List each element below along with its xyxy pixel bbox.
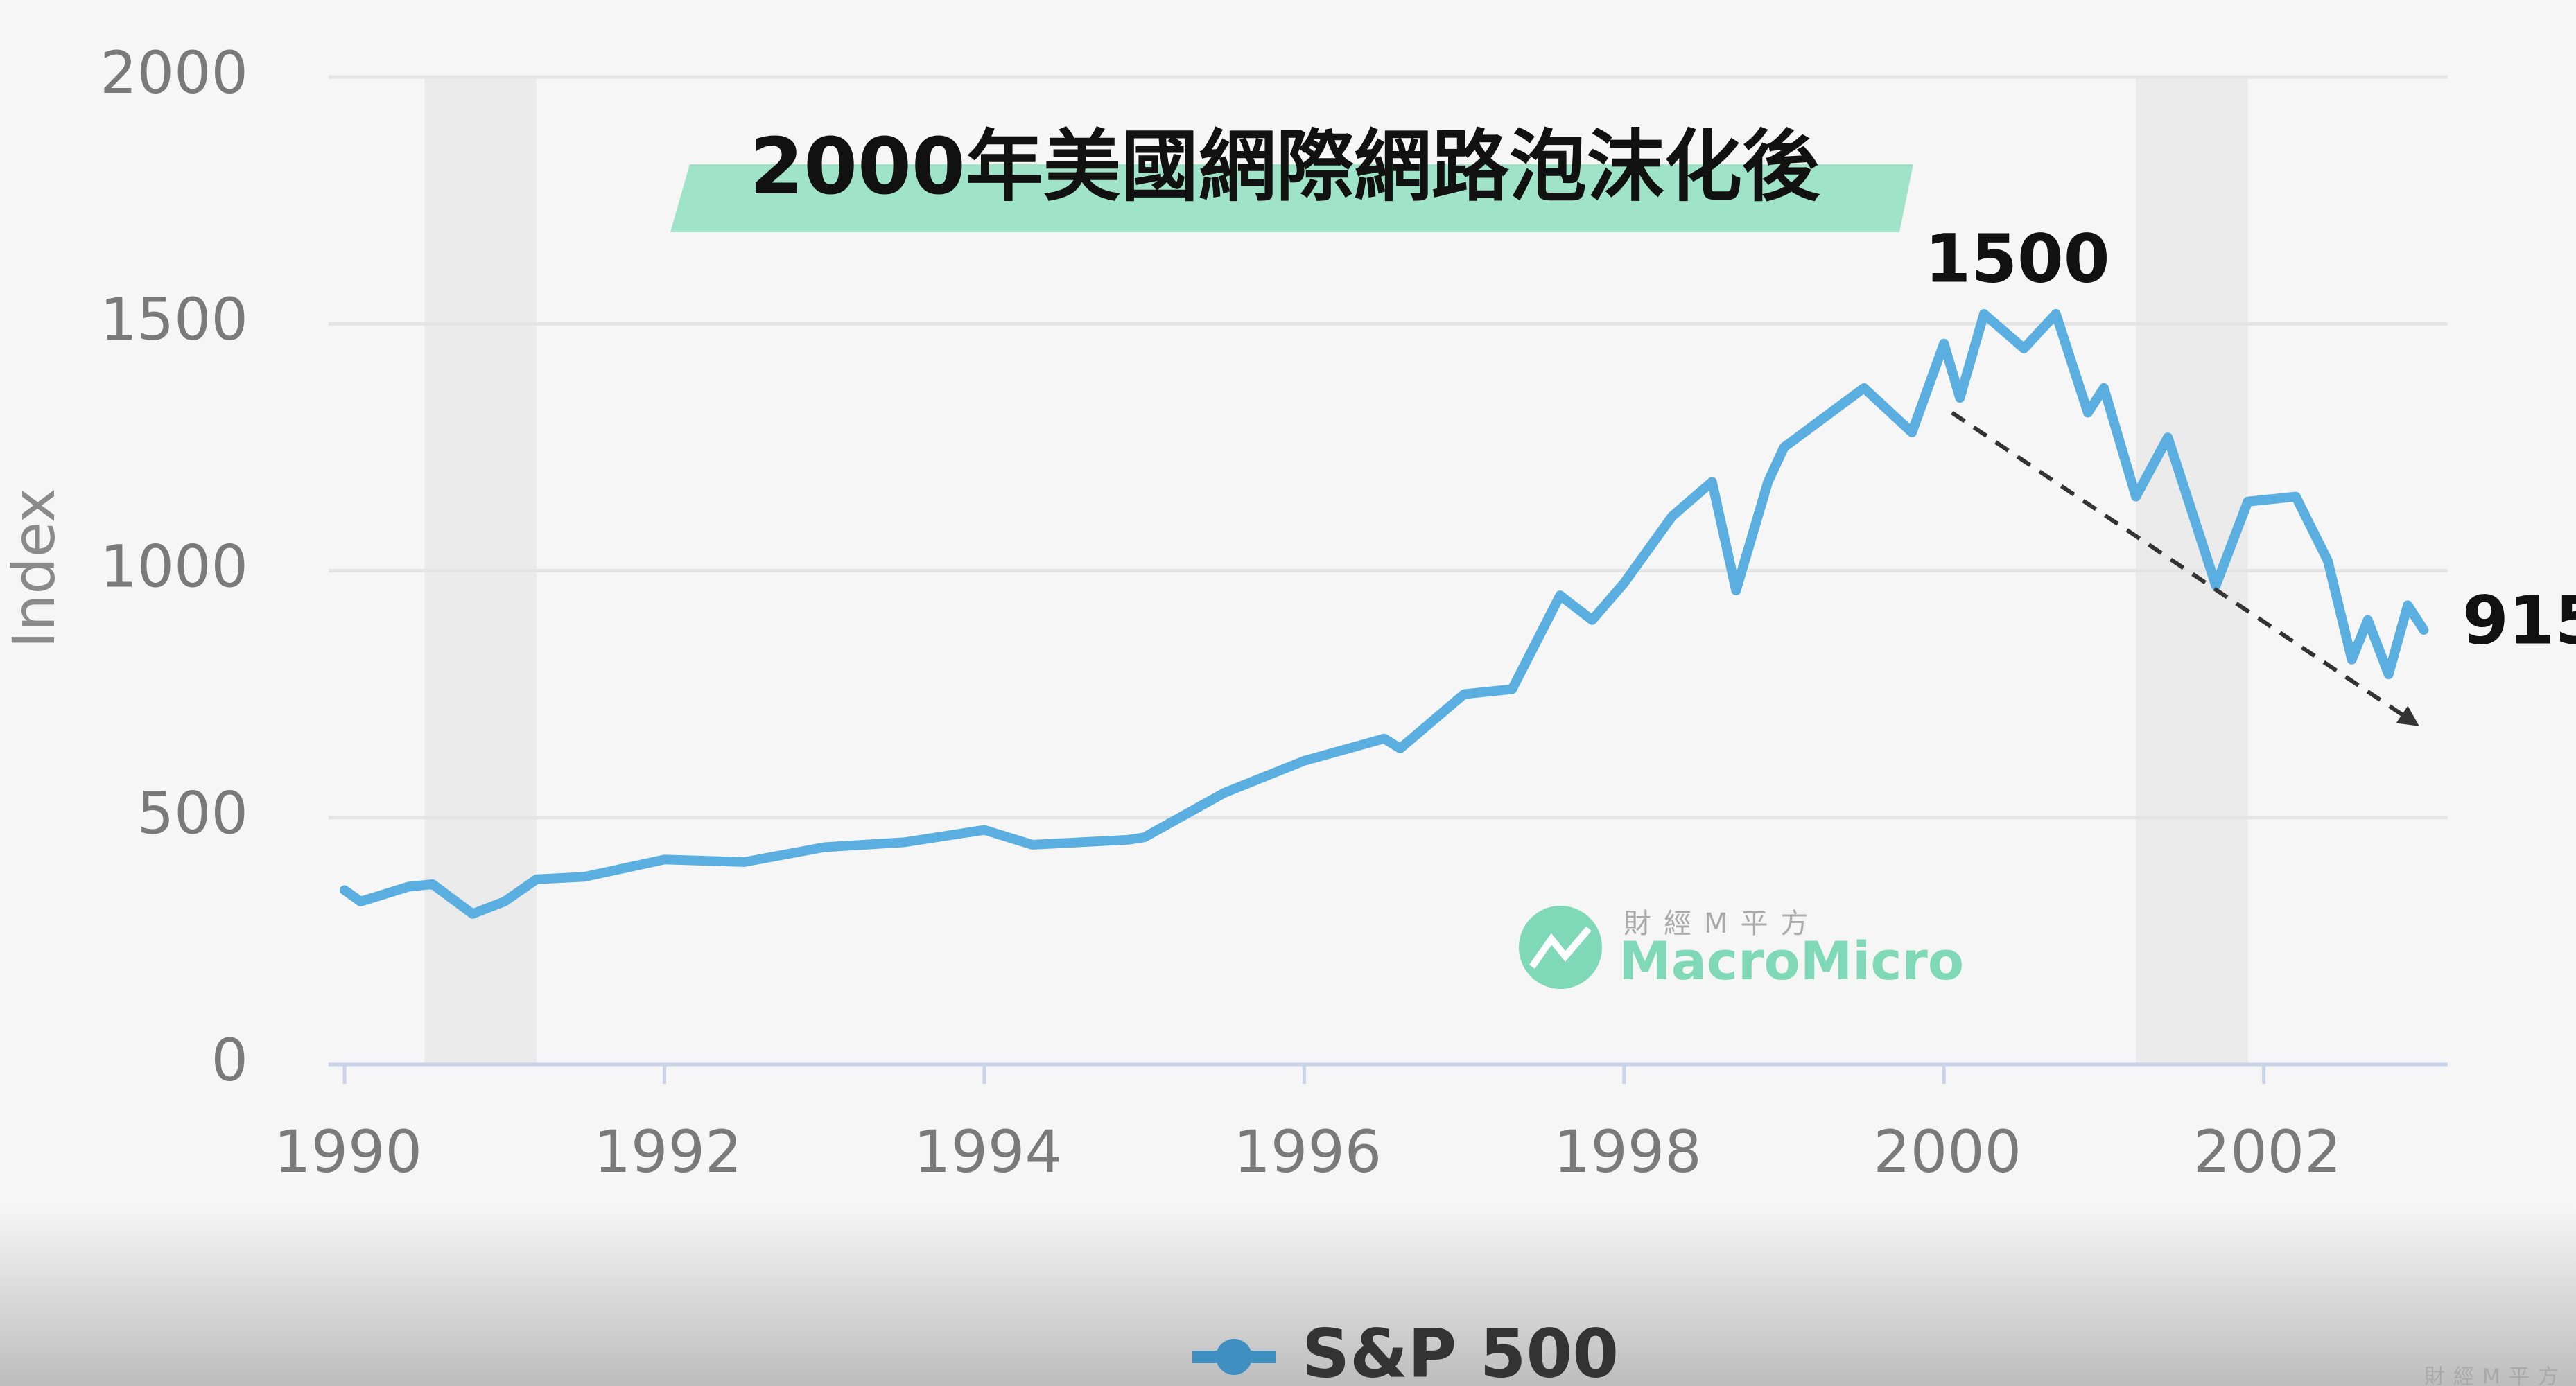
end-label: 915 — [2462, 581, 2576, 659]
x-tick-label: 1996 — [1233, 1118, 1382, 1186]
trend-arrow — [1951, 411, 2419, 726]
peak-label: 1500 — [1924, 220, 2109, 297]
x-tick-label: 2002 — [2193, 1118, 2342, 1186]
title-highlight — [670, 164, 1913, 232]
legend-marker — [1216, 1339, 1252, 1375]
legend-label[interactable]: S&P 500 — [1302, 1315, 1619, 1386]
x-tick-label: 1994 — [914, 1118, 1062, 1186]
y-tick-label: 1000 — [100, 532, 248, 600]
x-tick-label: 1998 — [1554, 1118, 1702, 1186]
footer-band — [0, 1206, 2576, 1386]
series-line — [340, 309, 2429, 919]
footer-watermark: 財經M平方 — [2424, 1365, 2567, 1386]
y-tick-label: 1500 — [100, 286, 248, 353]
y-tick-label: 0 — [211, 1026, 248, 1094]
watermark-small: 財經M平方 — [1624, 908, 1821, 940]
x-tick-label: 1992 — [594, 1118, 742, 1186]
x-tick-label: 2000 — [1873, 1118, 2021, 1186]
y-axis-label: Index — [0, 488, 68, 648]
logo-mark — [1529, 926, 1592, 969]
watermark-brand: MacroMicro — [1619, 930, 1964, 992]
y-tick-label: 2000 — [100, 39, 248, 107]
y-tick-label: 500 — [137, 780, 248, 848]
chart-title: 2000年美國網際網路泡沫化後 — [749, 122, 1820, 212]
x-tick-label: 1990 — [274, 1118, 422, 1186]
